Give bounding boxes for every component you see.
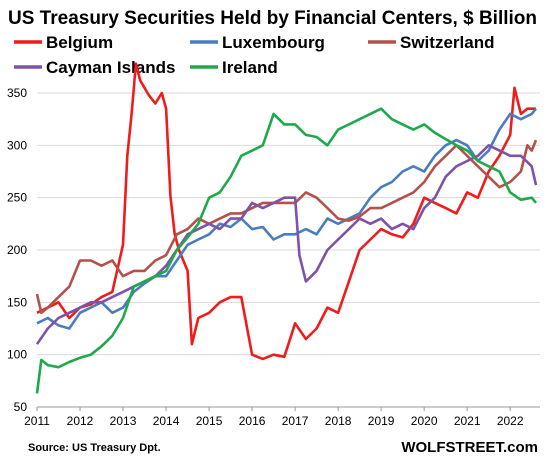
x-tick-label: 2016 — [239, 414, 266, 428]
legend-label-ireland: Ireland — [222, 58, 278, 77]
series-lines — [35, 62, 538, 394]
y-tick-label: 300 — [7, 138, 27, 152]
legend-label-switzerland: Switzerland — [400, 33, 494, 52]
x-tick-label: 2015 — [196, 414, 223, 428]
y-axis: 50 100 150 200 250 300 350 — [7, 86, 27, 414]
series-line-belgium — [36, 62, 536, 361]
y-tick-label: 250 — [7, 191, 27, 205]
y-tick-label: 150 — [7, 295, 27, 309]
legend-label-belgium: Belgium — [46, 33, 113, 52]
x-tick-label: 2022 — [497, 414, 524, 428]
legend-label-luxembourg: Luxembourg — [222, 33, 325, 52]
x-tick-label: 2017 — [282, 414, 309, 428]
x-tick-label: 2012 — [67, 414, 94, 428]
legend: Belgium Luxembourg Switzerland Cayman Islan… — [14, 33, 494, 77]
y-tick-label: 200 — [7, 243, 27, 257]
legend-label-cayman-islands: Cayman Islands — [46, 58, 175, 77]
series-line-switzerland — [35, 139, 538, 315]
series-line-cayman-islands — [35, 144, 538, 345]
chart-title: US Treasury Securities Held by Financial… — [8, 8, 537, 29]
brand-label: WOLFSTREET.com — [401, 439, 538, 456]
series-line-luxembourg — [36, 107, 538, 330]
y-tick-label: 100 — [7, 348, 27, 362]
series-line-ireland — [35, 107, 538, 394]
x-tick-label: 2020 — [411, 414, 438, 428]
x-tick-label: 2014 — [153, 414, 180, 428]
x-tick-label: 2021 — [454, 414, 481, 428]
x-tick-label: 2013 — [110, 414, 137, 428]
x-tick-label: 2019 — [368, 414, 395, 428]
source-note: Source: US Treasury Dpt. — [28, 442, 161, 454]
gridlines — [37, 92, 540, 408]
y-tick-label: 350 — [7, 86, 27, 100]
x-tick-label: 2018 — [325, 414, 352, 428]
x-axis: 2011 2012 2013 2014 2015 2016 2017 2018 2019 2020… — [24, 406, 540, 428]
x-tick-label: 2011 — [24, 414, 50, 428]
y-tick-label: 50 — [14, 400, 28, 414]
